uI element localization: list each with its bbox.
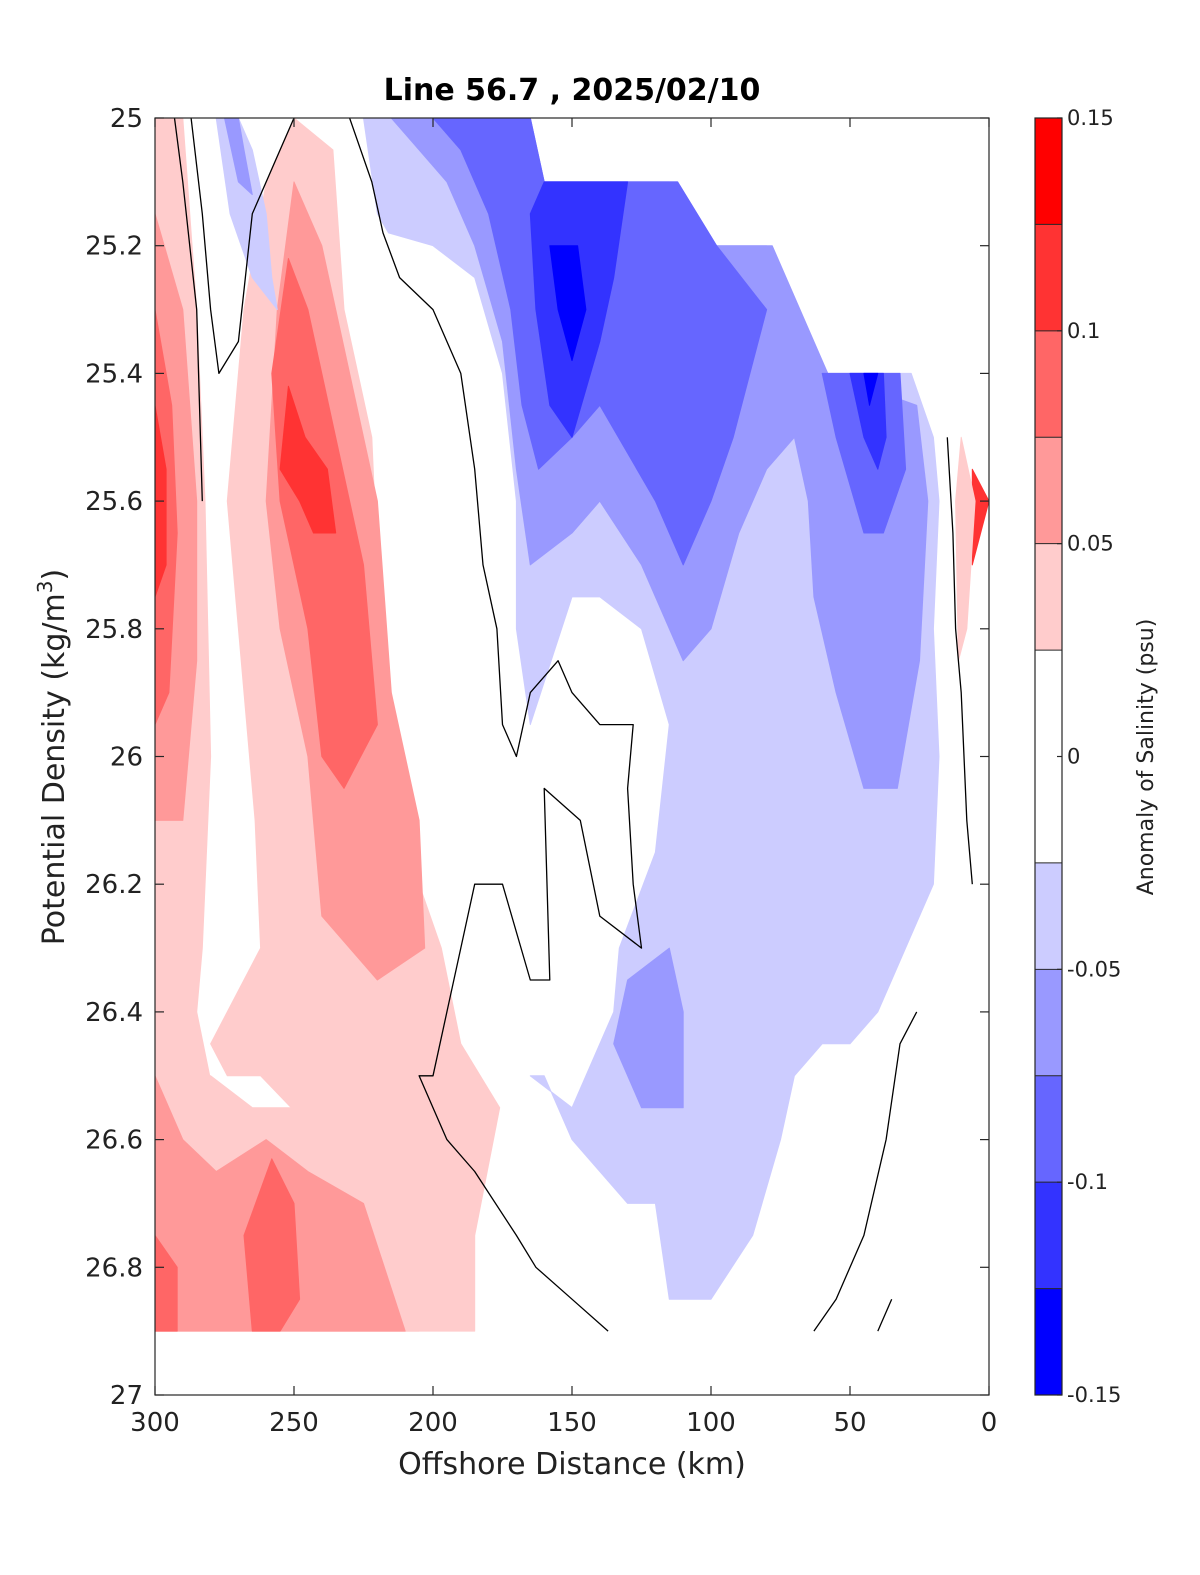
- contour-region-13: [955, 436, 976, 662]
- zero-contour-line-2: [348, 118, 643, 1332]
- y-axis-title: Potential Density (kg/m3): [33, 569, 72, 945]
- colorbar-band-4: [1035, 543, 1062, 651]
- zero-contour-line-5: [877, 1298, 893, 1332]
- y-axis-title-main: Potential Density (kg/m: [37, 593, 72, 945]
- colorbar-ticks: 0.15 0.1 0.05 0 -0.05 -0.1 -0.15: [1035, 106, 1121, 1407]
- y-tick-label: 26.4: [85, 998, 143, 1028]
- y-axis-title-close: ): [37, 569, 72, 581]
- y-tick-label: 26.2: [85, 870, 143, 900]
- contour-region-24: [863, 372, 879, 406]
- colorbar-band-10: [1035, 1288, 1062, 1395]
- x-tick-label: 0: [981, 1408, 998, 1438]
- colorbar: 0.15 0.1 0.05 0 -0.05 -0.1 -0.15 Anomaly of Sa…: [1034, 106, 1159, 1407]
- y-tick-label: 25.4: [85, 359, 143, 389]
- contour-region-16: [224, 118, 253, 196]
- y-tick-label: 26.6: [85, 1126, 143, 1156]
- zero-contour-line-3: [946, 437, 973, 885]
- colorbar-band-0: [1035, 118, 1062, 225]
- colorbar-band-2: [1035, 330, 1062, 438]
- colorbar-tick-label: -0.1: [1067, 1170, 1108, 1194]
- zero-contour-line-0: [190, 118, 295, 375]
- y-tick-label: 26: [110, 743, 143, 773]
- colorbar-bands: [1035, 118, 1062, 1395]
- colorbar-band-9: [1035, 1182, 1062, 1289]
- contour-fill-layer: [155, 118, 989, 1332]
- chart-title: Line 56.7 , 2025/02/10: [384, 73, 761, 108]
- x-tick-label: 150: [547, 1408, 597, 1438]
- y-axis: 25 25.2 25.4 25.6 25.8 26 26.2 26.4 26.6 26.8 27: [85, 104, 989, 1411]
- y-tick-label: 25.6: [85, 487, 143, 517]
- colorbar-band-6: [1035, 862, 1062, 970]
- contour-region-14: [215, 118, 278, 311]
- y-tick-label: 25: [110, 104, 143, 134]
- zero-contour-line-4: [813, 1011, 918, 1332]
- contour-region-18: [613, 947, 684, 1109]
- colorbar-band-3: [1035, 437, 1062, 544]
- colorbar-band-8: [1035, 1075, 1062, 1183]
- x-tick-label: 50: [833, 1408, 866, 1438]
- zero-contour-line-1: [173, 118, 203, 502]
- x-tick-label: 250: [269, 1408, 319, 1438]
- x-tick-label: 100: [686, 1408, 736, 1438]
- contour-region-9: [155, 1234, 178, 1332]
- colorbar-tick-label: -0.05: [1067, 957, 1121, 981]
- x-axis: 300 250 200 150 100 50 0: [130, 118, 997, 1438]
- x-tick-label: 200: [408, 1408, 458, 1438]
- x-tick-label: 300: [130, 1408, 180, 1438]
- colorbar-tick-label: 0: [1067, 745, 1080, 769]
- contour-region-23: [549, 245, 587, 362]
- contour-region-25: [780, 660, 795, 821]
- y-tick-label: 26.8: [85, 1253, 143, 1283]
- contour-region-8: [243, 1158, 301, 1332]
- y-tick-label: 25.8: [85, 615, 143, 645]
- colorbar-tick-label: 0.15: [1067, 106, 1114, 130]
- colorbar-band-1: [1035, 224, 1062, 331]
- colorbar-tick-label: -0.15: [1067, 1383, 1121, 1407]
- colorbar-tick-label: 0.1: [1067, 319, 1100, 343]
- y-tick-label: 27: [110, 1381, 143, 1411]
- colorbar-tick-label: 0.05: [1067, 532, 1114, 556]
- colorbar-band-7: [1035, 969, 1062, 1076]
- contour-region-11: [279, 385, 337, 534]
- plot-area: [154, 117, 990, 1396]
- y-tick-label: 25.2: [85, 232, 143, 262]
- colorbar-title: Anomaly of Salinity (psu): [1134, 619, 1159, 896]
- x-axis-title: Offshore Distance (km): [398, 1447, 746, 1482]
- zero-contour-layer: [173, 118, 973, 1332]
- y-axis-title-superscript: 3: [33, 580, 57, 593]
